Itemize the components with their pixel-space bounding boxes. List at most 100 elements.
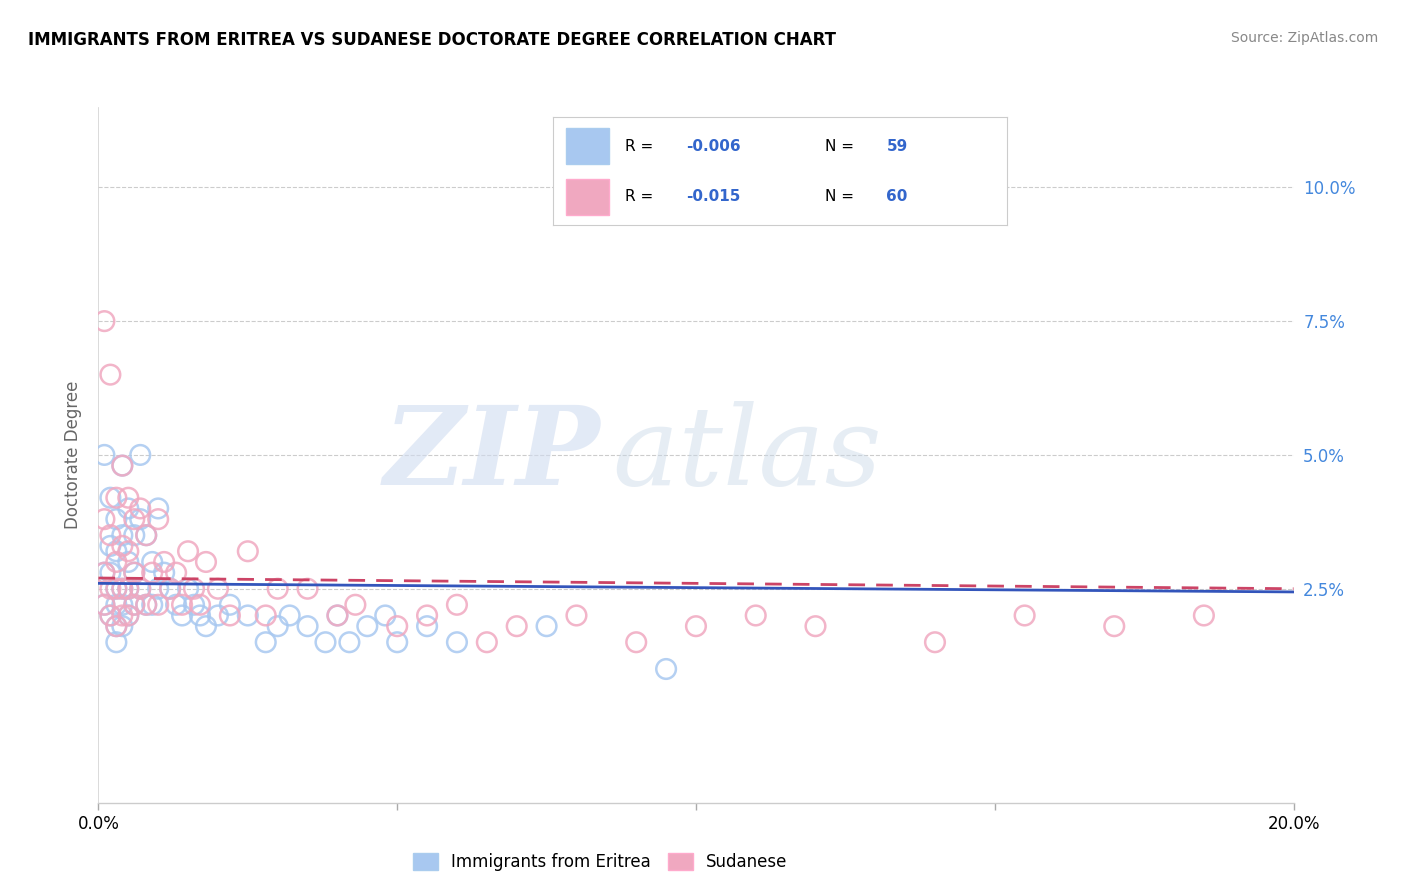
- Point: [804, 619, 827, 633]
- Point: [117, 544, 139, 558]
- Point: [111, 539, 134, 553]
- Point: [93, 566, 115, 580]
- Point: [124, 566, 146, 580]
- Point: [207, 582, 229, 596]
- Point: [374, 608, 396, 623]
- Point: [100, 566, 122, 580]
- Point: [315, 635, 337, 649]
- Point: [135, 598, 157, 612]
- Point: [446, 598, 468, 612]
- Point: [177, 582, 200, 596]
- Point: [385, 619, 409, 633]
- Point: [93, 598, 115, 612]
- Point: [326, 608, 349, 623]
- Point: [1014, 608, 1036, 623]
- Point: [297, 619, 319, 633]
- Point: [153, 555, 176, 569]
- Point: [105, 555, 128, 569]
- Point: [124, 512, 146, 526]
- Point: [105, 635, 128, 649]
- Point: [111, 608, 134, 623]
- Text: atlas: atlas: [613, 401, 882, 508]
- Point: [344, 598, 367, 612]
- Point: [105, 544, 128, 558]
- Point: [117, 582, 139, 596]
- Point: [236, 608, 259, 623]
- Point: [111, 582, 134, 596]
- Point: [93, 566, 115, 580]
- Point: [219, 598, 242, 612]
- Point: [1192, 608, 1215, 623]
- Text: IMMIGRANTS FROM ERITREA VS SUDANESE DOCTORATE DEGREE CORRELATION CHART: IMMIGRANTS FROM ERITREA VS SUDANESE DOCT…: [28, 31, 837, 49]
- Point: [124, 566, 146, 580]
- Point: [195, 619, 218, 633]
- Point: [159, 582, 181, 596]
- Point: [297, 582, 319, 596]
- Point: [148, 512, 170, 526]
- Point: [129, 501, 152, 516]
- Point: [105, 582, 128, 596]
- Point: [356, 619, 378, 633]
- Point: [124, 528, 146, 542]
- Point: [219, 608, 242, 623]
- Point: [93, 448, 115, 462]
- Point: [254, 635, 277, 649]
- Point: [105, 598, 128, 612]
- Point: [117, 582, 139, 596]
- Point: [124, 598, 146, 612]
- Point: [93, 314, 115, 328]
- Point: [111, 582, 134, 596]
- Point: [124, 598, 146, 612]
- Point: [111, 598, 134, 612]
- Point: [626, 635, 648, 649]
- Legend: Immigrants from Eritrea, Sudanese: Immigrants from Eritrea, Sudanese: [406, 847, 794, 878]
- Point: [100, 528, 122, 542]
- Point: [195, 555, 218, 569]
- Point: [135, 598, 157, 612]
- Point: [117, 608, 139, 623]
- Point: [924, 635, 946, 649]
- Point: [135, 528, 157, 542]
- Point: [475, 635, 498, 649]
- Point: [506, 619, 529, 633]
- Point: [183, 582, 205, 596]
- Point: [565, 608, 588, 623]
- Point: [100, 582, 122, 596]
- Point: [117, 491, 139, 505]
- Point: [446, 635, 468, 649]
- Point: [416, 619, 439, 633]
- Point: [188, 598, 211, 612]
- Point: [93, 598, 115, 612]
- Point: [745, 608, 768, 623]
- Point: [172, 608, 194, 623]
- Point: [129, 512, 152, 526]
- Point: [141, 566, 163, 580]
- Point: [129, 448, 152, 462]
- Point: [183, 598, 205, 612]
- Point: [172, 598, 194, 612]
- Point: [93, 512, 115, 526]
- Point: [326, 608, 349, 623]
- Point: [159, 582, 181, 596]
- Point: [117, 501, 139, 516]
- Point: [685, 619, 707, 633]
- Point: [1104, 619, 1126, 633]
- Point: [105, 582, 128, 596]
- Point: [111, 458, 134, 473]
- Point: [100, 608, 122, 623]
- Point: [148, 501, 170, 516]
- Point: [117, 608, 139, 623]
- Point: [100, 491, 122, 505]
- Point: [100, 368, 122, 382]
- Point: [105, 512, 128, 526]
- Point: [117, 555, 139, 569]
- Point: [129, 582, 152, 596]
- Point: [111, 619, 134, 633]
- Point: [385, 635, 409, 649]
- Point: [254, 608, 277, 623]
- Point: [111, 528, 134, 542]
- Y-axis label: Doctorate Degree: Doctorate Degree: [65, 381, 83, 529]
- Point: [165, 598, 187, 612]
- Point: [148, 598, 170, 612]
- Point: [267, 582, 290, 596]
